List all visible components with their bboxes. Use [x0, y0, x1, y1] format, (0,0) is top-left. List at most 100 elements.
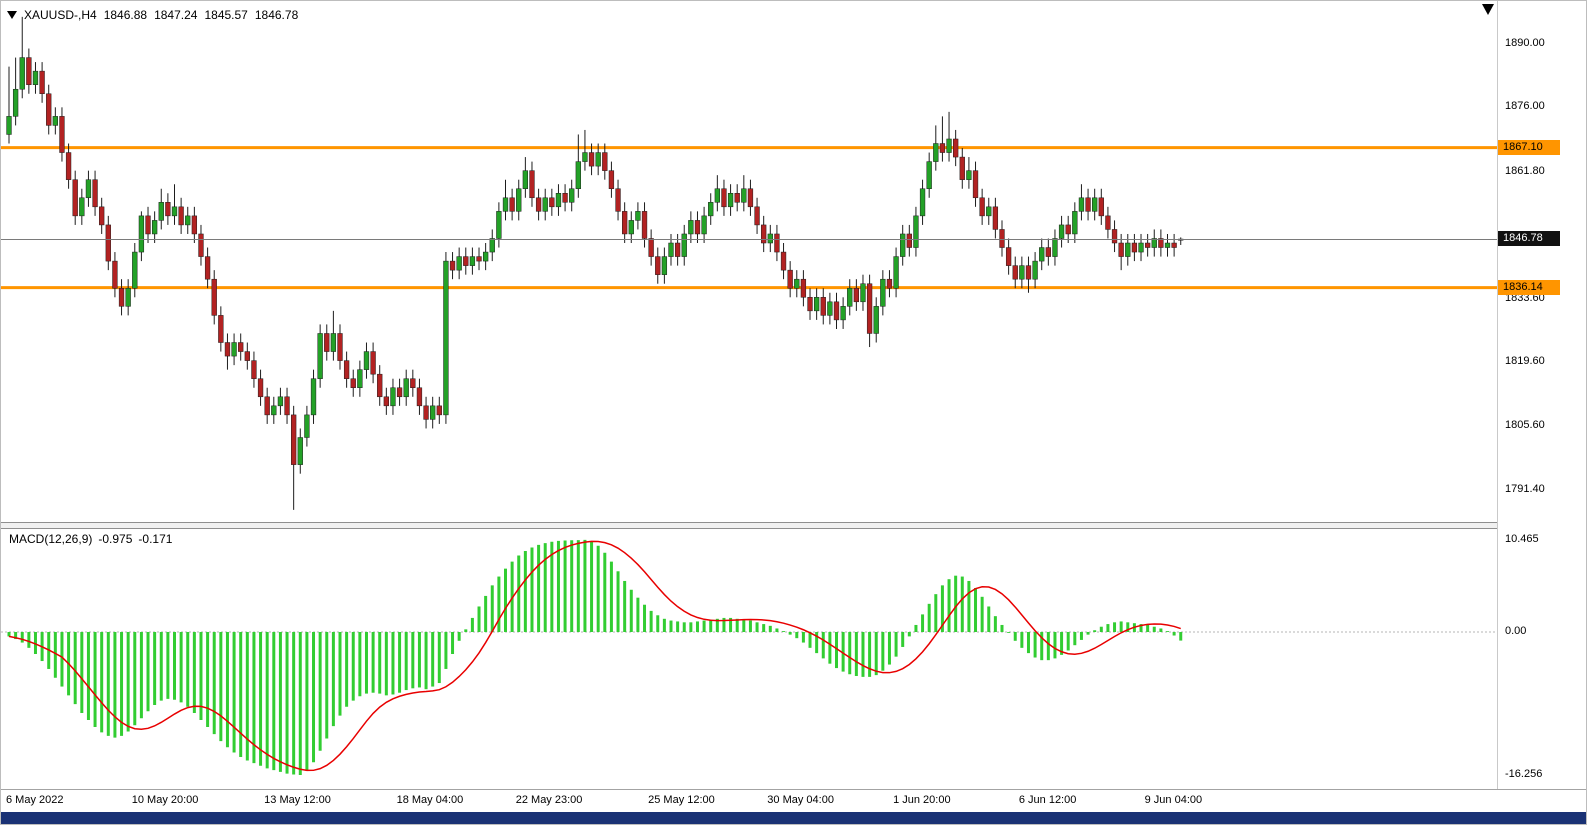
candle-body [542, 197, 548, 212]
candle-body [827, 301, 833, 316]
panel-splitter[interactable] [1, 522, 1586, 529]
candle-body [32, 70, 39, 85]
candle-body [741, 188, 747, 203]
candle-body [833, 301, 840, 321]
candle-body [65, 152, 72, 180]
hline-price-badge-upper: 1867.10 [1498, 139, 1560, 155]
candle-body [165, 202, 171, 217]
candle-body [701, 215, 707, 235]
candle-body [767, 233, 773, 244]
candle-body [26, 57, 32, 85]
candle-body [661, 256, 668, 275]
candle-body [489, 238, 495, 253]
candle-body [125, 287, 131, 307]
macd-axis-tick: -16.256 [1505, 768, 1543, 781]
candle-body [231, 342, 237, 357]
candle-body [906, 233, 912, 248]
candle-body [966, 170, 972, 180]
candle-body [324, 333, 330, 352]
symbol-triangle-icon [7, 11, 17, 19]
price-axis[interactable]: 1890.00 1876.00 1861.80 1833.60 1819.60 1805.… [1497, 1, 1586, 789]
candle-body [1072, 211, 1078, 235]
candle-body [1111, 229, 1118, 244]
candle-body [880, 278, 886, 307]
candle-body [1025, 265, 1032, 280]
candle-body [191, 215, 198, 235]
macd-indicator-label: MACD(12,26,9) -0.975 -0.171 [9, 532, 172, 546]
candle-body [238, 342, 244, 352]
candle-body [1158, 238, 1164, 248]
candle-body [350, 378, 356, 388]
candle-body [1171, 242, 1177, 248]
candle-body [105, 224, 111, 262]
candle-body [555, 193, 562, 208]
candle-body [641, 211, 648, 239]
macd-name: MACD(12,26,9) [9, 532, 93, 546]
candle-body [138, 215, 145, 253]
candle-body [1105, 215, 1111, 230]
candle-body [582, 152, 588, 162]
time-axis-label: 22 May 23:00 [515, 794, 583, 806]
chart-shift-marker-icon[interactable] [1482, 4, 1494, 15]
price-axis-tick: 1876.00 [1505, 100, 1545, 113]
candle-body [953, 138, 959, 158]
candle-body [721, 188, 727, 208]
candle-body [800, 278, 807, 298]
candle-body [377, 373, 383, 398]
candle-body [1058, 224, 1065, 239]
candle-body [919, 188, 926, 217]
price-axis-tick: 1833.60 [1505, 292, 1545, 305]
candle-body [562, 193, 568, 203]
time-axis-label: 6 Jun 12:00 [1018, 794, 1077, 806]
candle-body [99, 206, 105, 226]
candle-body [118, 287, 125, 307]
candle-body [873, 306, 879, 334]
candle-body [383, 396, 389, 407]
candle-body [1164, 242, 1171, 248]
candle-body [456, 256, 462, 271]
price-axis-tick: 1805.60 [1505, 418, 1545, 431]
candle-body [1052, 238, 1058, 257]
candle-body [277, 396, 284, 407]
time-axis-label: 30 May 04:00 [767, 794, 834, 806]
candle-body [357, 369, 363, 388]
price-axis-tick: 1890.00 [1505, 37, 1545, 49]
candle-body [780, 251, 787, 271]
candle-body [264, 396, 270, 416]
candle-body [1019, 265, 1025, 280]
window-bottom-border [1, 812, 1586, 824]
candle-body [436, 405, 442, 416]
candle-body [19, 57, 25, 90]
candle-body [363, 351, 370, 370]
current-price-badge: 1846.78 [1498, 231, 1560, 247]
candle-body [112, 260, 118, 289]
candle-body [198, 233, 204, 257]
candle-body [1078, 197, 1085, 212]
candle-body [463, 256, 469, 266]
candle-body [535, 197, 542, 212]
candle-body [496, 211, 502, 239]
candle-body [171, 206, 178, 217]
ohlc-low-value: 1845.57 [204, 8, 248, 22]
candle-body [820, 297, 826, 316]
candle-body [403, 378, 409, 398]
candle-body [423, 405, 429, 420]
candle-body [251, 360, 257, 379]
candle-body [204, 256, 211, 280]
candle-body [1138, 242, 1144, 253]
candle-body [774, 233, 780, 253]
candle-body [443, 260, 449, 416]
candle-body [813, 297, 820, 312]
time-axis-label: 10 May 20:00 [131, 794, 199, 806]
candle-body [787, 269, 793, 289]
time-axis[interactable]: 6 May 2022 10 May 20:00 13 May 12:00 18 May… [1, 789, 1586, 815]
candle-body [218, 315, 224, 343]
candle-body [72, 179, 78, 217]
candle-body [370, 351, 376, 375]
candle-body [1012, 265, 1018, 280]
candle-body [529, 170, 535, 199]
candle-body [588, 152, 595, 167]
candle-body [396, 387, 403, 398]
